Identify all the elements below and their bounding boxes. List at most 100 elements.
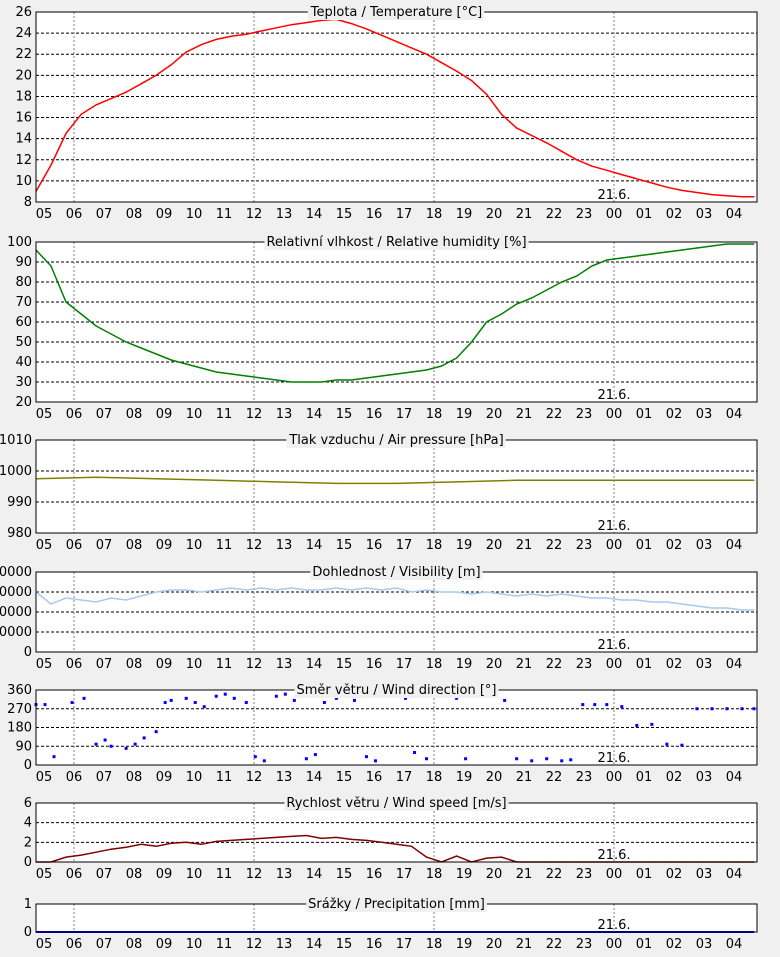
- data-point: [486, 591, 488, 593]
- data-point: [471, 593, 473, 595]
- data-point: [531, 297, 533, 299]
- data-point: [43, 703, 47, 707]
- data-point: [230, 587, 232, 589]
- x-tick-label: 04: [726, 538, 743, 553]
- data-point: [380, 375, 383, 377]
- data-point: [140, 83, 142, 85]
- data-point: [170, 359, 172, 361]
- y-tick-label: 26: [15, 5, 32, 20]
- chart-title-bg: [286, 433, 506, 448]
- data-point: [651, 253, 653, 255]
- data-point: [305, 381, 307, 383]
- date-marker: 21.6.: [597, 848, 630, 863]
- data-point: [109, 744, 113, 748]
- y-tick-label: 90: [15, 255, 32, 270]
- chart-panel-3: 0 10000 20000 30000 40000 05 06 07 08 09 10 11 12 13 1…: [0, 565, 758, 672]
- x-tick-label: 14: [306, 657, 323, 672]
- x-tick-label: 05: [36, 407, 53, 422]
- data-point: [696, 479, 698, 481]
- x-tick-label: 10: [186, 657, 203, 672]
- data-point: [650, 722, 654, 726]
- data-point: [215, 371, 217, 373]
- data-point: [223, 692, 227, 696]
- x-tick-label: 07: [96, 867, 113, 882]
- data-point: [170, 589, 172, 591]
- chart-title: Relativní vlhkost / Relative humidity [%…: [266, 235, 526, 250]
- data-point: [636, 479, 638, 481]
- x-tick-label: 01: [636, 657, 653, 672]
- x-tick-label: 12: [246, 207, 263, 222]
- data-point: [230, 35, 232, 37]
- data-point: [65, 132, 67, 134]
- x-tick-label: 09: [156, 657, 173, 672]
- data-point: [80, 313, 82, 315]
- x-tick-label: 19: [456, 657, 473, 672]
- y-tick-label: 16: [15, 111, 32, 126]
- x-tick-label: 20: [486, 657, 503, 672]
- data-point: [320, 381, 322, 383]
- y-tick-label: 2: [24, 835, 32, 850]
- data-point: [425, 369, 428, 371]
- data-point: [753, 609, 755, 611]
- x-tick-label: 09: [156, 937, 173, 952]
- x-tick-label: 16: [366, 937, 383, 952]
- data-point: [364, 755, 368, 759]
- data-point: [80, 599, 82, 601]
- data-point: [95, 601, 97, 603]
- data-point: [110, 848, 112, 850]
- x-tick-label: 17: [396, 407, 413, 422]
- data-point: [621, 599, 623, 601]
- x-tick-label: 07: [96, 657, 113, 672]
- data-point: [155, 845, 157, 847]
- data-point: [155, 353, 157, 355]
- x-tick-label: 01: [636, 407, 653, 422]
- chart-title: Rychlost větru / Wind speed [m/s]: [286, 796, 506, 811]
- data-point: [531, 134, 533, 137]
- data-point: [140, 595, 142, 597]
- data-point: [440, 62, 443, 64]
- x-tick-label: 03: [696, 770, 713, 785]
- data-point: [185, 841, 187, 843]
- x-tick-label: 08: [126, 207, 143, 222]
- x-tick-label: 20: [486, 867, 503, 882]
- x-tick-label: 07: [96, 207, 113, 222]
- data-point: [125, 599, 127, 601]
- y-tick-label: 360: [7, 683, 32, 698]
- y-tick-label: 40: [15, 355, 32, 370]
- data-point: [365, 839, 368, 841]
- data-point: [350, 589, 353, 591]
- x-tick-label: 22: [546, 770, 563, 785]
- x-tick-label: 08: [126, 937, 143, 952]
- x-tick-label: 00: [606, 407, 623, 422]
- data-point: [740, 707, 744, 711]
- data-point: [606, 169, 608, 171]
- data-point: [335, 587, 338, 589]
- data-point: [516, 303, 518, 305]
- data-point: [260, 377, 262, 379]
- data-point: [184, 696, 188, 700]
- y-tick-label: 10000: [0, 625, 32, 640]
- data-point: [245, 589, 247, 591]
- x-tick-label: 22: [546, 937, 563, 952]
- x-tick-label: 06: [66, 407, 83, 422]
- x-tick-label: 03: [696, 207, 713, 222]
- x-tick-label: 02: [666, 770, 683, 785]
- data-point: [471, 341, 473, 343]
- data-point: [110, 333, 112, 335]
- x-tick-label: 10: [186, 867, 203, 882]
- data-point: [395, 843, 398, 845]
- data-point: [516, 127, 518, 129]
- plot-area: [36, 803, 757, 862]
- data-point: [711, 607, 713, 609]
- x-tick-label: 04: [726, 937, 743, 952]
- chart-panel-2: 980 990 1000 1010 05 06 07 08 09 10 11 12 13 14 15 16 17…: [0, 433, 758, 553]
- x-tick-label: 13: [276, 867, 293, 882]
- data-point: [681, 603, 683, 605]
- data-point: [244, 701, 248, 704]
- x-tick-label: 21: [516, 937, 533, 952]
- data-point: [741, 196, 743, 198]
- data-point: [185, 51, 187, 53]
- data-point: [215, 38, 217, 41]
